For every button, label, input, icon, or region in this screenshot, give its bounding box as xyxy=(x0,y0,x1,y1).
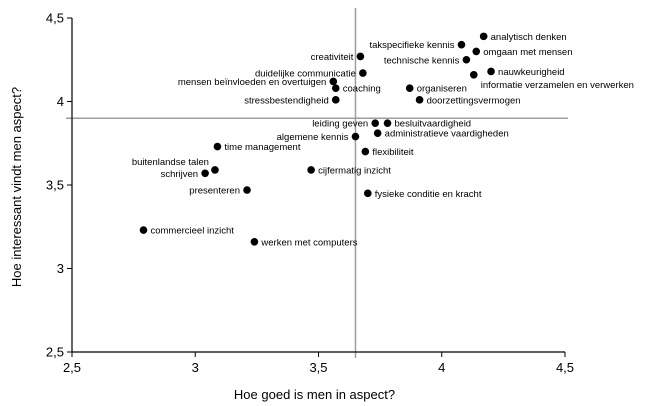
x-tick-label: 3 xyxy=(192,360,199,375)
data-point xyxy=(371,119,379,128)
data-point xyxy=(329,77,338,86)
data-point xyxy=(307,166,315,174)
data-point-label: creativiteit xyxy=(311,52,354,63)
data-point xyxy=(243,186,251,194)
data-point xyxy=(405,84,414,92)
data-point-label: besluitvaardigheid xyxy=(395,119,472,130)
data-point-label: schrijven xyxy=(161,169,199,180)
x-tick-label: 3,5 xyxy=(309,360,327,375)
data-point xyxy=(469,70,478,79)
data-point-label: omgaan met mensen xyxy=(483,47,572,58)
data-point-label: werken met computers xyxy=(260,237,357,248)
data-point-label: buitenlandse talen xyxy=(132,157,209,168)
data-point xyxy=(331,96,340,104)
data-point-label: algemene kennis xyxy=(277,132,349,143)
data-point xyxy=(351,132,360,141)
data-point xyxy=(462,55,471,64)
data-point-label: commercieel inzicht xyxy=(150,226,234,237)
y-tick-label: 4 xyxy=(57,94,64,109)
data-point xyxy=(383,119,392,128)
x-tick-label: 4,5 xyxy=(556,360,574,375)
data-point-label: stressbestendigheid xyxy=(244,95,329,106)
data-point-label: analytisch denken xyxy=(491,32,567,43)
data-point-label: time management xyxy=(224,142,300,153)
data-point-label: informatie verzamelen en verwerken xyxy=(481,80,634,91)
data-point-label: organiseren xyxy=(417,84,467,95)
data-point-label: fysieke conditie en kracht xyxy=(375,189,482,200)
data-point xyxy=(356,52,365,61)
data-points: analytisch denken takspecifieke kennis omg… xyxy=(132,32,634,248)
data-point xyxy=(457,40,466,49)
x-tick-label: 4 xyxy=(438,360,445,375)
x-tick-label: 2,5 xyxy=(63,360,81,375)
data-point-label: duidelijke communicatie xyxy=(255,69,356,80)
y-tick-label: 3,5 xyxy=(46,178,64,193)
data-point-label: nauwkeurigheid xyxy=(498,67,565,78)
data-point-label: takspecifieke kennis xyxy=(369,40,454,51)
data-point xyxy=(361,147,370,156)
data-point-label: technische kennis xyxy=(384,55,460,66)
data-point xyxy=(201,169,209,178)
data-point xyxy=(373,129,382,138)
data-point xyxy=(359,69,367,77)
data-point xyxy=(211,166,219,174)
data-point-label: doorzettingsvermogen xyxy=(427,95,521,106)
data-point xyxy=(364,189,372,198)
y-tick-label: 2,5 xyxy=(46,345,64,360)
data-point-label: administratieve vaardigheden xyxy=(385,129,509,140)
data-point-label: coaching xyxy=(343,84,381,95)
data-point-label: presenteren xyxy=(189,186,240,197)
data-point xyxy=(250,237,259,246)
data-point-label: flexibiliteit xyxy=(372,147,414,158)
data-point-label: mensen beïnvloeden en overtuigen xyxy=(178,77,326,88)
data-point-label: leiding geven xyxy=(312,119,368,130)
axes: 2,5 3 3,5 4 4,5 2,5 3 3,5 4 4,5 xyxy=(46,11,574,376)
data-point xyxy=(472,47,481,56)
reference-lines xyxy=(66,8,568,358)
y-tick-label: 3 xyxy=(57,261,64,276)
data-point xyxy=(213,142,222,151)
data-point xyxy=(479,32,488,41)
y-tick-label: 4,5 xyxy=(46,11,64,26)
y-axis-title: Hoe interessant vindt men aspect? xyxy=(9,87,24,287)
data-point xyxy=(415,96,424,104)
data-point xyxy=(331,84,340,92)
data-point-label: cijfermatig inzicht xyxy=(318,165,391,176)
x-axis-title: Hoe goed is men in aspect? xyxy=(234,387,395,402)
data-point xyxy=(139,226,148,234)
data-point xyxy=(487,67,495,76)
